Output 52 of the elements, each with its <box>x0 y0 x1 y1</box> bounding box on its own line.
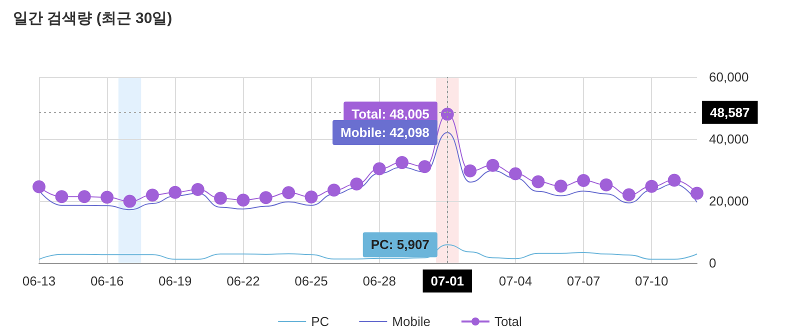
x-tick-label: 07-01 <box>430 274 464 288</box>
annotation: PC: 5,907 <box>370 237 430 252</box>
x-tick-label: 06-13 <box>22 274 56 288</box>
point <box>440 108 454 121</box>
point <box>32 180 46 194</box>
x-tick-label: 07-07 <box>566 274 600 288</box>
x-tick-label: 06-25 <box>294 274 328 288</box>
y-tick-label: 40,000 <box>709 132 749 146</box>
point <box>554 180 568 193</box>
point <box>236 194 250 207</box>
point <box>372 162 386 176</box>
point <box>690 186 704 200</box>
x-tick-label: 06-28 <box>362 274 396 288</box>
y-tick-label: 60,000 <box>709 70 749 84</box>
point <box>622 188 636 202</box>
y-tick-label: 20,000 <box>709 194 749 208</box>
point <box>532 175 545 188</box>
annotation: Mobile: 42,098 <box>340 124 430 140</box>
point <box>146 188 159 202</box>
legend-label: Total <box>494 314 522 329</box>
point <box>327 184 340 197</box>
x-tick-label: 07-04 <box>498 274 532 288</box>
point <box>418 160 432 174</box>
point <box>668 174 681 187</box>
x-tick-label: 06-22 <box>226 274 260 288</box>
legend-label: PC <box>311 314 330 329</box>
point <box>214 192 228 205</box>
point <box>123 194 136 208</box>
point <box>645 180 658 193</box>
point <box>100 190 114 204</box>
legend-label: Mobile <box>392 314 430 329</box>
point <box>350 177 364 190</box>
point <box>78 190 91 204</box>
point <box>464 164 477 178</box>
point <box>600 178 613 192</box>
point <box>282 186 296 200</box>
point <box>508 167 522 180</box>
x-tick-label: 06-19 <box>158 274 192 288</box>
point <box>304 190 318 204</box>
chart-title: 일간 검색량 (최근 30일) <box>13 10 172 27</box>
point <box>486 158 500 172</box>
point <box>396 156 409 170</box>
x-tick-label: 07-10 <box>634 274 668 288</box>
point <box>577 174 590 188</box>
y-tick-label: 0 <box>709 256 716 270</box>
annotation: Total: 48,005 <box>352 106 430 122</box>
point <box>55 190 68 204</box>
point <box>191 183 204 196</box>
ref-line-label: 48,587 <box>710 104 750 120</box>
point <box>168 186 182 199</box>
x-tick-label: 06-16 <box>90 274 124 288</box>
point <box>259 191 272 204</box>
